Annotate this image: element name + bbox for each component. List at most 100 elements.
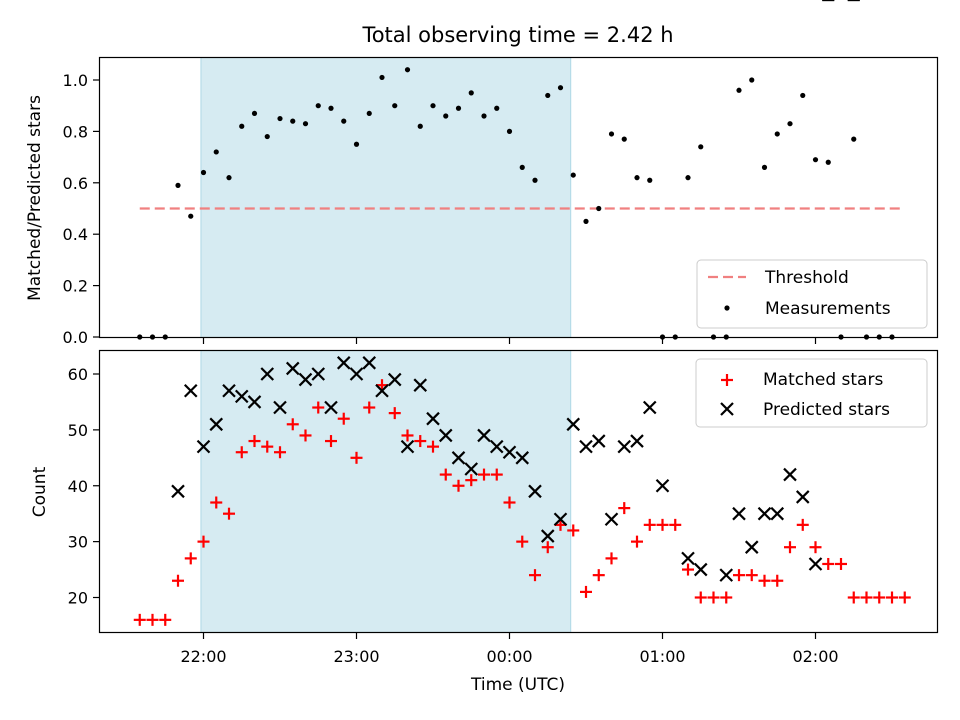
matched-star-point — [835, 557, 847, 570]
measurement-point — [328, 105, 334, 111]
predicted-star-point — [336, 356, 351, 370]
predicted-star-point — [693, 562, 708, 577]
bottom-panel: 20 30 40 50 60 22:00 23:00 00:00 01:00 02:00 Cou… — [30, 0, 939, 695]
matched-star-point — [733, 569, 745, 582]
measurement-point — [545, 92, 551, 99]
predicted-star-point — [349, 367, 364, 381]
predicted-star-point — [808, 557, 823, 571]
measurement-point — [494, 105, 500, 111]
matched-star-point — [694, 591, 707, 604]
predicted-star-point — [400, 439, 415, 454]
top-panel: Total observing time = 2.42 h 0.00.20.40… — [25, 23, 939, 347]
matched-star-point — [745, 569, 758, 582]
matched-star-point — [274, 446, 286, 459]
top-y-axis-label: Matched/Predicted stars — [25, 95, 45, 301]
matched-star-point — [490, 468, 503, 481]
matched-star-point — [656, 518, 669, 531]
matched-star-point — [414, 435, 427, 448]
measurement-point — [468, 90, 474, 96]
matched-star-point — [478, 468, 490, 481]
x-tick-label: 00:00 — [486, 647, 532, 666]
matched-star-point — [350, 451, 363, 464]
predicted-star-point — [515, 451, 530, 465]
measurement-point — [175, 182, 181, 188]
measurement-point — [825, 159, 831, 165]
matched-star-point — [541, 541, 554, 554]
measurement-point — [506, 128, 513, 134]
predicted-star-point — [324, 400, 338, 415]
predicted-star-point — [783, 467, 797, 482]
matched-star-point — [146, 613, 159, 626]
predicted-star-point — [617, 439, 632, 454]
predicted-star-point — [732, 506, 746, 521]
measurement-point — [481, 113, 487, 119]
measurement-point — [200, 169, 207, 176]
measurement-point — [800, 92, 806, 99]
measurement-point — [392, 103, 398, 109]
matched-star-point — [720, 591, 733, 604]
measurement-point — [188, 213, 194, 219]
predicted-star-point — [426, 411, 440, 426]
measurement-point — [239, 123, 245, 129]
measurement-point — [532, 177, 538, 183]
matched-stars-points — [133, 379, 911, 626]
measurement-point — [430, 103, 436, 109]
y-tick-label: 1.0 — [63, 71, 88, 90]
bottom-legend-box — [695, 358, 928, 428]
legend-measurements-label: Measurements — [765, 299, 891, 319]
matched-star-point — [172, 574, 184, 587]
predicted-star-point — [528, 484, 542, 499]
measurement-point — [774, 131, 780, 137]
predicted-star-point — [744, 540, 759, 554]
legend-measurements-swatch — [724, 305, 730, 311]
predicted-star-point — [502, 445, 517, 460]
y-tick-label: 30 — [68, 533, 88, 552]
matched-star-point — [796, 518, 809, 531]
x-tick-label: 01:00 — [639, 647, 685, 666]
legend-matched-swatch — [721, 374, 733, 386]
matched-star-point — [682, 563, 694, 576]
predicted-star-point — [234, 389, 249, 404]
predicted-star-point — [489, 439, 504, 454]
measurement-point — [341, 118, 347, 124]
measurement-point — [417, 123, 423, 129]
x-tick-label: 22:00 — [180, 647, 226, 666]
matched-star-point — [452, 479, 465, 492]
predicted-star-point — [260, 367, 275, 381]
predicted-star-point — [285, 361, 300, 376]
predicted-star-point — [579, 439, 593, 454]
matched-star-point — [312, 401, 325, 414]
predicted-star-point — [451, 451, 466, 465]
top-legend: Threshold Measurements — [696, 259, 928, 329]
matched-star-point — [554, 518, 567, 531]
measurement-point — [851, 136, 857, 142]
x-tick-label: 23:00 — [333, 647, 379, 666]
x-tick-label: 02:00 — [792, 647, 838, 666]
legend-predicted-swatch — [720, 402, 734, 416]
y-tick-label: 0.0 — [63, 328, 88, 347]
matched-star-point — [886, 591, 898, 604]
predicted-star-point — [630, 434, 644, 448]
y-tick-label: 0.8 — [63, 122, 88, 141]
matched-star-point — [567, 524, 580, 537]
matched-star-point — [465, 474, 478, 487]
matched-star-point — [363, 401, 376, 414]
measurement-point — [698, 144, 704, 150]
matched-star-point — [529, 569, 541, 582]
matched-star-point — [822, 557, 835, 570]
measurement-point — [634, 175, 640, 181]
measurement-point — [749, 77, 755, 83]
measurement-point — [213, 149, 219, 155]
matched-star-point — [388, 407, 401, 420]
predicted-star-point — [604, 512, 619, 527]
predicted-star-point — [757, 506, 772, 521]
measurement-point — [647, 177, 653, 183]
y-tick-label: 40 — [68, 477, 88, 496]
measurement-point — [736, 87, 742, 93]
predicted-star-point — [362, 356, 377, 370]
matched-star-point — [580, 585, 592, 598]
matched-star-point — [133, 613, 146, 626]
measurement-point — [404, 67, 411, 73]
matched-star-point — [427, 440, 439, 453]
predicted-star-point — [770, 506, 785, 521]
